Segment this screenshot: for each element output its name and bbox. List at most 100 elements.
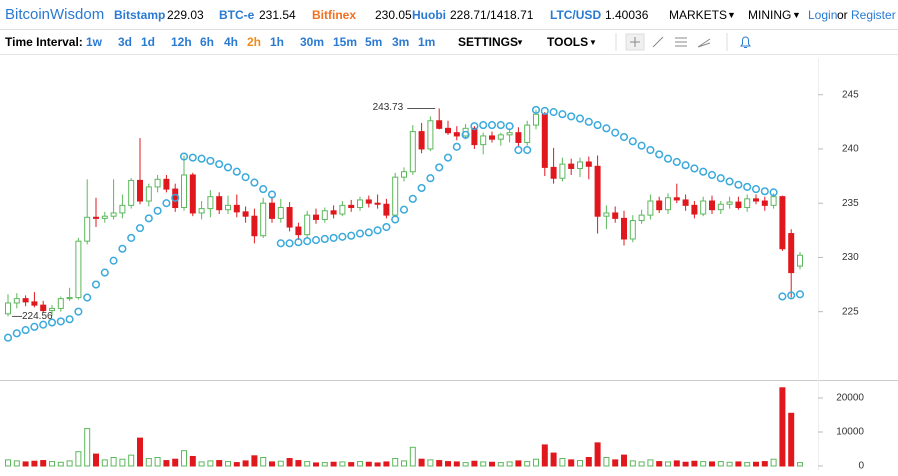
volume-bar — [304, 461, 311, 467]
volume-bar — [84, 428, 91, 467]
sar-dot — [435, 163, 444, 172]
volume-bar — [198, 461, 205, 467]
sar-dot — [267, 190, 277, 199]
candle-body — [313, 214, 319, 220]
volume-bar — [31, 460, 38, 467]
register[interactable]: Register — [851, 8, 896, 22]
volume-bar — [374, 462, 381, 467]
brand[interactable]: BitcoinWisdom — [5, 6, 105, 23]
volume-bar — [612, 459, 619, 467]
sar-dot — [250, 178, 259, 187]
volume-bar — [427, 459, 434, 467]
candle-body — [559, 163, 566, 179]
y-tick-label: 20000 — [836, 393, 864, 404]
candle-body — [629, 220, 636, 240]
sar-dot — [628, 137, 637, 146]
annotation-label: 243.73 — [373, 102, 404, 113]
ticker-name[interactable]: Bitfinex — [312, 8, 357, 22]
line-tool[interactable] — [652, 36, 664, 48]
annotation-label: 224.56 — [22, 311, 53, 322]
candle-body — [84, 216, 91, 242]
volume-bar — [22, 461, 29, 467]
sar-dot — [347, 231, 356, 240]
interval[interactable]: 3d — [118, 35, 133, 49]
menu[interactable]: MINING — [748, 8, 792, 22]
settings[interactable]: SETTINGS — [458, 35, 519, 49]
ticker-name[interactable]: BTC-e — [219, 8, 255, 22]
candle-body — [154, 178, 161, 188]
candle-body — [594, 165, 601, 217]
sar-dot — [637, 141, 646, 150]
fan-tool[interactable] — [697, 38, 711, 48]
y-tick-label: 240 — [842, 144, 859, 155]
candle-body — [295, 226, 302, 236]
candle-body — [638, 214, 645, 222]
caret: ▼ — [589, 38, 597, 47]
candle-body — [137, 179, 143, 202]
interval[interactable]: 1w — [86, 35, 103, 49]
interval[interactable]: 15m — [333, 35, 358, 49]
candle-body — [365, 199, 372, 204]
volume-bar — [409, 446, 416, 467]
sar-dot — [303, 237, 312, 246]
sar-dot — [699, 167, 708, 176]
volume-bar — [49, 461, 55, 467]
fib-tool[interactable] — [675, 37, 687, 47]
candle-body — [13, 298, 20, 304]
interval[interactable]: 1m — [418, 35, 436, 49]
sar-dot — [523, 145, 532, 155]
interval[interactable]: 1h — [270, 35, 285, 49]
volume-bar — [348, 462, 355, 467]
candle-body — [304, 214, 311, 236]
volume-bar — [75, 451, 82, 467]
sar-dot — [162, 199, 171, 208]
candle-body — [673, 197, 680, 201]
ticker-name[interactable]: LTC/USD — [550, 8, 602, 22]
interval[interactable]: 3m — [392, 35, 410, 49]
interval[interactable]: 1d — [141, 35, 156, 49]
candle-body — [277, 207, 284, 219]
volume-bar — [594, 442, 601, 467]
interval[interactable]: 2h — [247, 35, 262, 49]
sar-dot — [232, 167, 241, 176]
sar-dot — [355, 229, 365, 238]
candle-body — [550, 166, 557, 179]
volume-bar — [700, 461, 707, 467]
volume-bar — [489, 461, 495, 467]
volume-bar — [665, 461, 671, 467]
candle-body — [753, 198, 759, 202]
volume-bar — [251, 455, 258, 467]
volume-bar — [189, 455, 196, 467]
login[interactable]: Login — [808, 8, 838, 22]
volume-bar — [339, 461, 346, 467]
sar-dot — [109, 256, 118, 265]
volume-bar — [673, 460, 680, 467]
volume-bar — [709, 461, 715, 467]
interval[interactable]: 4h — [224, 35, 239, 49]
volume-bar — [57, 461, 64, 467]
candle-body — [401, 171, 407, 178]
tools[interactable]: TOOLS — [547, 35, 589, 49]
interval[interactable]: 6h — [200, 35, 215, 49]
sar-dot — [743, 182, 752, 191]
candle-body — [269, 202, 275, 219]
interval[interactable]: 30m — [300, 35, 325, 49]
caret: ▼ — [727, 10, 736, 20]
sar-dot — [452, 142, 461, 151]
toolbar-label: Time Interval: — [5, 35, 83, 49]
ticker-name[interactable]: Bitstamp — [114, 8, 166, 22]
sar-dot — [549, 108, 558, 117]
ticker-name[interactable]: Huobi — [412, 8, 446, 22]
candle-body — [480, 135, 487, 146]
sar-dot — [364, 228, 373, 237]
interval[interactable]: 5m — [365, 35, 383, 49]
volume-bar — [137, 437, 143, 467]
sar-dot — [21, 326, 30, 335]
volume-bar — [797, 462, 803, 467]
menu[interactable]: MARKETS — [669, 8, 728, 22]
interval[interactable]: 12h — [171, 35, 192, 49]
alert-tool[interactable] — [740, 36, 751, 48]
sar-dot — [188, 153, 197, 162]
volume-bar — [453, 461, 460, 467]
